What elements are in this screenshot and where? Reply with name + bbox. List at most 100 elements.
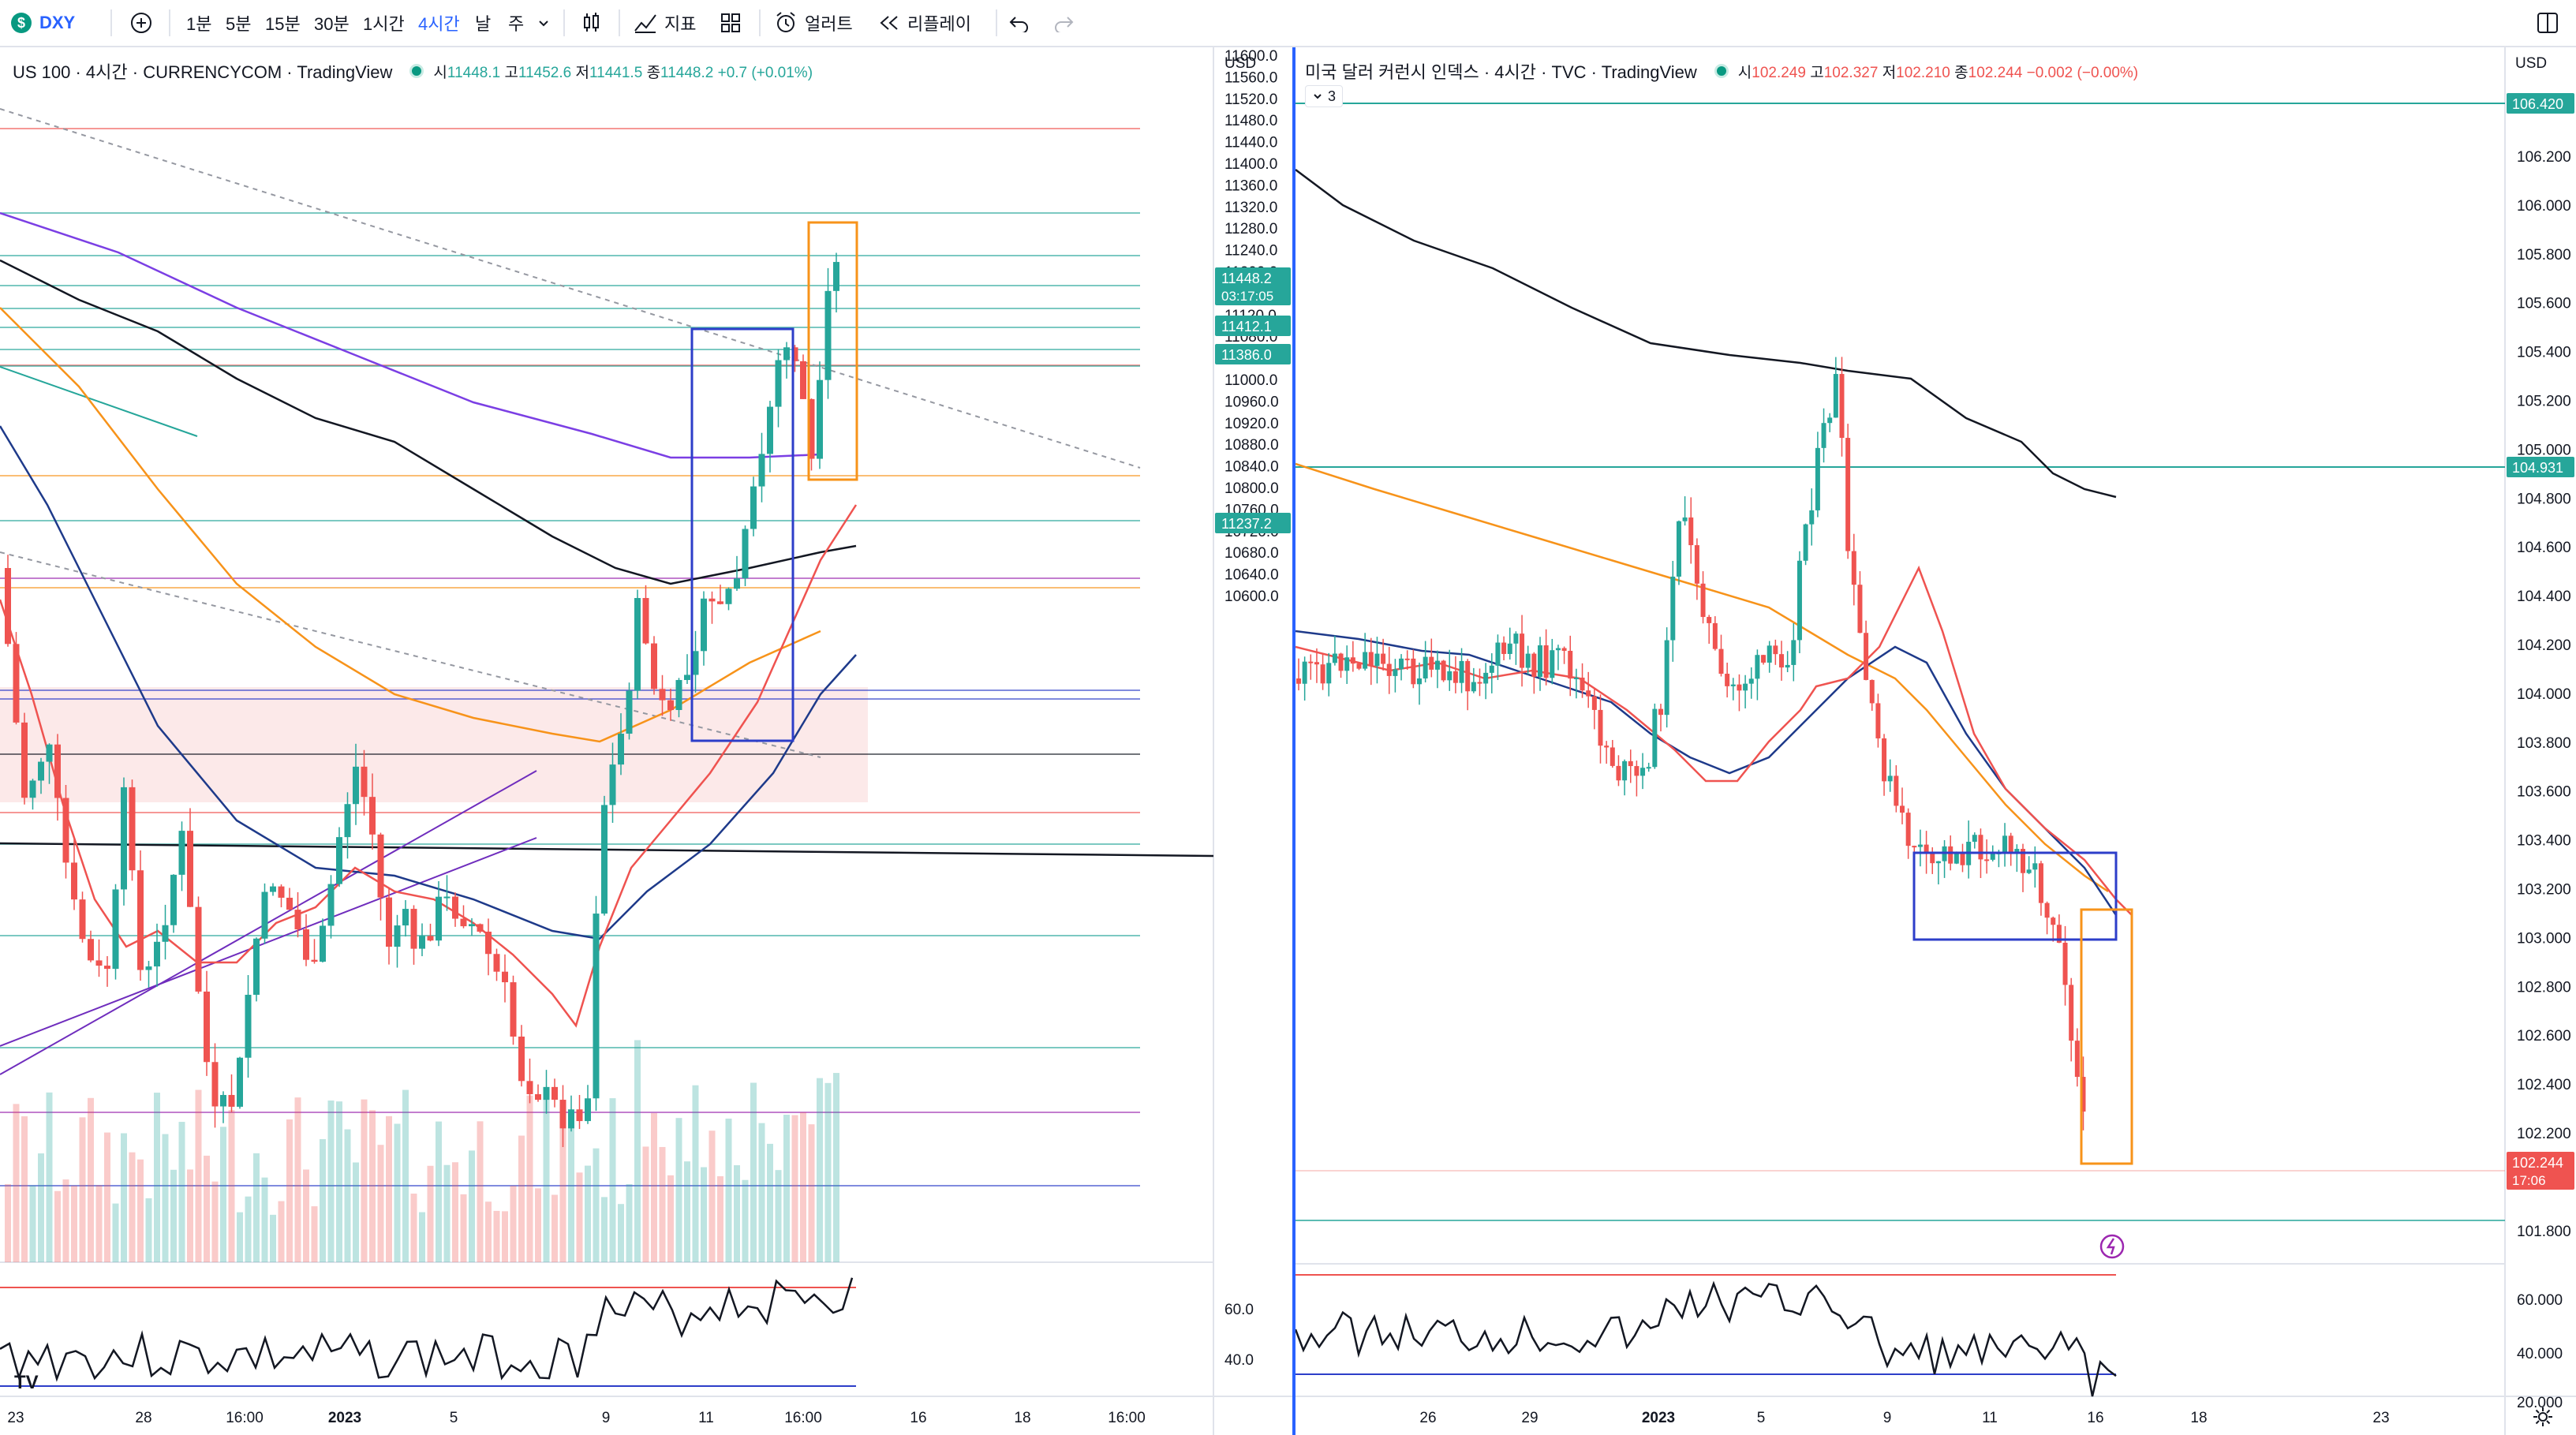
- candle: [386, 888, 392, 965]
- osc-tick: 40.000: [2517, 1346, 2563, 1362]
- volume-bar: [824, 1082, 832, 1262]
- candle: [1935, 861, 1941, 885]
- candle: [402, 899, 409, 937]
- price-tick: 11440.0: [1224, 135, 1277, 151]
- candle: [1604, 741, 1610, 764]
- candle: [651, 636, 657, 695]
- candle: [1477, 668, 1482, 697]
- volume-bar: [320, 1138, 326, 1262]
- dollar-icon: $: [11, 13, 32, 33]
- candle: [808, 398, 815, 471]
- candle: [817, 361, 823, 469]
- alert-label: 얼러트: [805, 14, 853, 34]
- candle: [154, 923, 160, 987]
- candle: [71, 839, 77, 910]
- replay-button[interactable]: 리플레이: [877, 0, 971, 46]
- candle: [2026, 856, 2032, 875]
- candle: [1573, 668, 1579, 699]
- undo-icon: [1009, 17, 1028, 32]
- volume-bar: [204, 1155, 210, 1262]
- svg-text:106.420: 106.420: [2512, 96, 2563, 112]
- volume-bar: [112, 1203, 119, 1262]
- price-tick: 103.800: [2517, 735, 2571, 752]
- undo-button[interactable]: [1008, 0, 1030, 46]
- volume-bar: [294, 1097, 301, 1262]
- left-currency-selector[interactable]: USD: [1224, 55, 1257, 72]
- time-tick: 23: [7, 1410, 24, 1426]
- volume-bar: [154, 1093, 160, 1262]
- candle: [1453, 656, 1458, 693]
- interval-4h[interactable]: 4시간: [418, 14, 460, 34]
- interval-15m[interactable]: 15분: [265, 14, 301, 34]
- layout-button[interactable]: [720, 0, 742, 46]
- candle: [1730, 678, 1736, 701]
- chart-settings-button[interactable]: [2532, 1406, 2554, 1432]
- interval-30m[interactable]: 30분: [314, 14, 350, 34]
- candles-icon: [584, 13, 599, 32]
- candle: [237, 1056, 243, 1109]
- candle: [170, 874, 177, 933]
- svg-text:105.800: 105.800: [2517, 247, 2571, 263]
- candle: [1610, 739, 1615, 768]
- volume-bar: [601, 1197, 608, 1262]
- candle: [394, 914, 401, 968]
- indicators-collapse-toggle[interactable]: 3: [1305, 85, 1344, 107]
- interval-1m[interactable]: 1분: [186, 14, 212, 34]
- right-chart-panel[interactable]: 106.200 106.000 105.800 105.600 105.400 105.2…: [1295, 47, 2576, 1435]
- svg-text:105.600: 105.600: [2517, 296, 2571, 312]
- interval-5m[interactable]: 5분: [226, 14, 252, 34]
- moving-average-line: [1295, 565, 2133, 916]
- redo-button[interactable]: [1052, 0, 1075, 46]
- candle: [477, 923, 484, 933]
- svg-text:18: 18: [1014, 1410, 1030, 1426]
- price-tick: 104.600: [2517, 540, 2571, 556]
- svg-text:103.600: 103.600: [2517, 784, 2571, 801]
- interval-dropdown[interactable]: [537, 0, 551, 46]
- symbol-label: DXY: [39, 13, 76, 32]
- left-chart-canvas[interactable]: TV 11600.011560.011520.011480.011440.011…: [0, 47, 1292, 1435]
- panel-toggle-button[interactable]: [2536, 0, 2559, 46]
- alarm-clock-icon: [776, 12, 795, 32]
- alert-button[interactable]: 얼러트: [773, 0, 853, 46]
- volume-bar: [510, 1185, 517, 1262]
- candle: [1966, 820, 1972, 879]
- right-ohlc: 시102.249 고102.327 저102.210 종102.244 −0.0…: [1737, 64, 2139, 81]
- candle: [659, 675, 666, 716]
- volume-bar: [311, 1206, 318, 1262]
- price-tick: 10840.0: [1224, 459, 1279, 476]
- candle: [1350, 641, 1355, 672]
- price-tick: 102.400: [2517, 1077, 2571, 1093]
- volume-bar: [593, 1148, 600, 1262]
- candle: [1972, 832, 1977, 849]
- candle: [1646, 762, 1651, 772]
- candle: [559, 1085, 566, 1148]
- volume-bar: [692, 1085, 699, 1262]
- interval-1h[interactable]: 1시간: [363, 14, 405, 34]
- candle: [551, 1078, 558, 1108]
- time-tick: 29: [1521, 1410, 1538, 1426]
- volume-bar: [386, 1115, 392, 1262]
- interval-day[interactable]: 날: [475, 14, 492, 34]
- svg-text:40.0: 40.0: [1224, 1352, 1254, 1369]
- price-tick: 102.200: [2517, 1126, 2571, 1142]
- svg-text:104.400: 104.400: [2517, 589, 2571, 605]
- svg-text:11280.0: 11280.0: [1224, 221, 1277, 237]
- price-tick: 11600.0: [1224, 48, 1277, 65]
- right-currency-selector[interactable]: USD: [2515, 55, 2548, 72]
- interval-week[interactable]: 주: [508, 14, 525, 34]
- candle: [2002, 823, 2008, 867]
- candle: [195, 896, 202, 994]
- price-tag: 104.931: [2507, 457, 2574, 477]
- chart-type-button[interactable]: [579, 0, 603, 46]
- indicators-button[interactable]: 지표: [633, 0, 696, 46]
- candle: [775, 349, 782, 428]
- right-chart-canvas[interactable]: 106.200 106.000 105.800 105.600 105.400 105.2…: [1295, 47, 2576, 1435]
- volume-bar: [237, 1212, 243, 1262]
- left-chart-panel[interactable]: TV 11600.0 11560.0 11520.0 11480.0 11440.0 11…: [0, 47, 1292, 1435]
- volume-bar: [502, 1211, 508, 1262]
- tradingview-logo: TV: [14, 1372, 39, 1393]
- symbol-search-button[interactable]: $ DXY: [11, 0, 75, 46]
- add-symbol-button[interactable]: [129, 0, 153, 46]
- volume-bar: [767, 1143, 773, 1262]
- volume-bar: [410, 1194, 417, 1262]
